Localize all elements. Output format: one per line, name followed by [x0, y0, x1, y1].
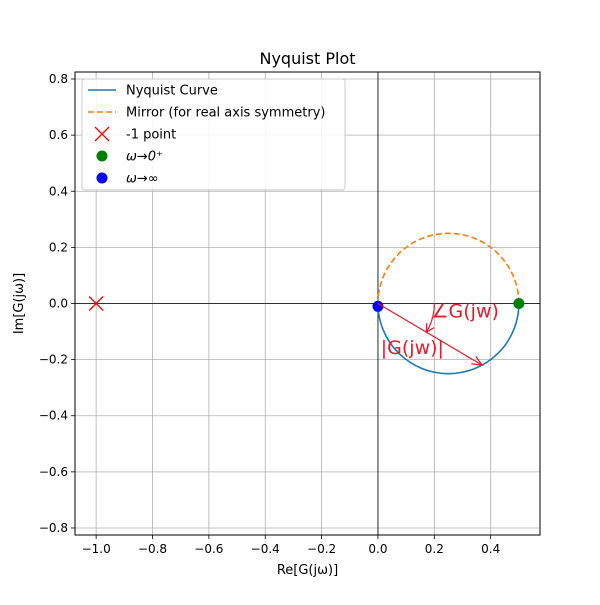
omega-zero-marker	[513, 298, 525, 309]
mirror-curve	[377, 232, 520, 304]
legend-label: Mirror (for real axis symmetry)	[126, 106, 325, 121]
chart-title: Nyquist Plot	[259, 49, 355, 68]
y-tick-label: −0.8	[39, 521, 68, 535]
y-tick-label: 0.2	[49, 240, 68, 254]
x-tick-label: 0.2	[425, 542, 444, 556]
legend-box	[81, 78, 346, 191]
x-tick-label: −1.0	[82, 542, 111, 556]
x-tick-label: −0.2	[307, 542, 336, 556]
x-tick-label: −0.6	[194, 542, 223, 556]
x-tick-label: 0.0	[368, 542, 387, 556]
magnitude-annotation: |G(jw)|	[381, 337, 444, 359]
x-axis-label: Re[G(jω)]	[277, 563, 338, 578]
legend-label: Nyquist Curve	[126, 84, 218, 99]
x-tick-label: 0.4	[481, 542, 500, 556]
legend-dot-swatch	[96, 172, 108, 184]
legend-entry: -1 point	[94, 126, 176, 143]
magnitude-arrow	[377, 302, 483, 366]
y-tick-label: −0.6	[39, 465, 68, 479]
legend-entry: Nyquist Curve	[88, 84, 218, 99]
omega-infinity-marker	[372, 300, 384, 312]
axis-ticks: −1.0 −0.8 −0.6 −0.4 −0.2 0.0 0.2 0.4 −0.8 −0.6 −0.…	[39, 72, 500, 556]
y-tick-label: −0.2	[39, 353, 68, 367]
y-tick-label: 0.8	[49, 72, 68, 86]
legend: Nyquist Curve Mirror (for real axis symme…	[81, 78, 346, 191]
x-stroke	[88, 296, 104, 311]
legend-dot-swatch	[96, 150, 108, 162]
legend-label: -1 point	[126, 128, 176, 143]
minus-one-point-marker	[88, 296, 104, 311]
magnitude-arrowhead	[471, 356, 484, 367]
legend-entry: ω→∞	[96, 172, 159, 187]
y-tick-label: 0.0	[49, 297, 68, 311]
y-tick-label: −0.4	[39, 409, 68, 423]
legend-label: ω→∞	[126, 172, 159, 187]
annotations: ∠G(jw) |G(jw)|	[377, 301, 499, 367]
legend-label: ω→0⁺	[126, 150, 163, 165]
legend-x-swatch	[94, 126, 110, 142]
angle-arc-arrowhead	[425, 323, 435, 334]
nyquist-curve	[377, 303, 520, 375]
y-tick-label: 0.6	[49, 128, 68, 142]
y-tick-label: 0.4	[49, 184, 68, 198]
x-tick-label: −0.8	[138, 542, 167, 556]
x-tick-label: −0.4	[251, 542, 280, 556]
legend-entry: ω→0⁺	[96, 150, 163, 165]
phase-annotation: ∠G(jw)	[432, 301, 499, 323]
y-axis-label: Im[G(jω)]	[12, 273, 27, 334]
series	[88, 232, 525, 375]
legend-entry: Mirror (for real axis symmetry)	[88, 106, 325, 121]
